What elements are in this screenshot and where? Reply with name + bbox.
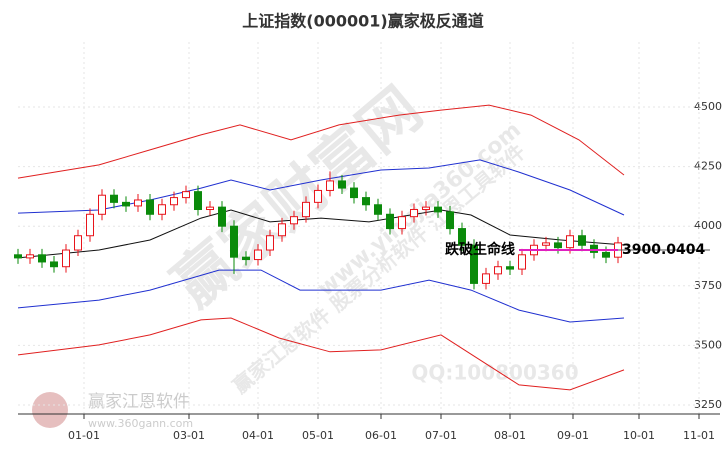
candle-body: [242, 256, 250, 261]
candle-body: [398, 216, 406, 230]
channel-line: [17, 209, 625, 259]
candle-body: [62, 249, 70, 268]
candle-body: [434, 206, 442, 213]
x-tick-label: 07-01: [425, 429, 457, 442]
y-tick-label: 3750: [694, 279, 722, 292]
channel-line: [17, 317, 625, 391]
logo-text: 赢家江恩软件: [88, 392, 190, 412]
candle-body: [38, 254, 46, 263]
candle-body: [602, 251, 610, 258]
candle-body: [230, 225, 238, 258]
candle-body: [50, 261, 58, 268]
candle-body: [74, 235, 82, 251]
candle-body: [410, 209, 418, 218]
candle-body: [86, 213, 94, 237]
candle-body: [446, 211, 454, 230]
y-tick-label: 4000: [694, 219, 722, 232]
x-tick-label: 05-01: [302, 429, 334, 442]
candle-body: [206, 206, 214, 211]
x-tick-label: 11-01: [683, 429, 715, 442]
candle-body: [110, 194, 118, 203]
candle-body: [26, 254, 34, 259]
x-tick-label: 10-01: [623, 429, 655, 442]
candle-body: [458, 228, 466, 246]
candle-body: [386, 213, 394, 230]
candle-body: [122, 201, 130, 207]
candle-body: [518, 254, 526, 270]
logo-url: www.360gann.com: [88, 417, 193, 430]
candle-body: [338, 180, 346, 189]
candle-body: [194, 191, 202, 211]
chart-title: 上证指数(000001)赢家极反通道: [242, 12, 483, 31]
candle-body: [314, 189, 322, 203]
x-tick-label: 03-01: [173, 429, 205, 442]
candle-body: [254, 249, 262, 261]
candle-body: [302, 201, 310, 218]
candle-body: [170, 197, 178, 206]
candle-body: [422, 206, 430, 211]
candle-body: [578, 235, 586, 246]
annotation: 跌破生命线: [445, 241, 515, 258]
x-tick-label: 01-01: [68, 429, 100, 442]
y-tick-label: 4500: [694, 100, 722, 113]
candle-body: [482, 273, 490, 284]
x-tick-label: 06-01: [365, 429, 397, 442]
candle-body: [494, 266, 502, 275]
logo: 赢家江恩软件 www.360gann.com: [32, 392, 193, 430]
candle-body: [470, 244, 478, 284]
candle-body: [374, 204, 382, 215]
candle-body: [266, 235, 274, 251]
candle-body: [182, 191, 190, 199]
candle-body: [158, 204, 166, 215]
candle-body: [350, 187, 358, 199]
support-label: 3900.0404: [622, 242, 706, 258]
channel-line: [17, 104, 625, 179]
candle-body: [278, 223, 286, 237]
channel-line: [17, 269, 625, 323]
candle-body: [566, 235, 574, 249]
candle-body: [218, 206, 226, 227]
candle-body: [362, 197, 370, 206]
watermark: QQ:100800360: [411, 361, 578, 385]
y-tick-label: 3250: [694, 398, 722, 411]
candle-body: [542, 242, 550, 246]
candle-body: [134, 199, 142, 207]
candle-body: [326, 180, 334, 191]
candle-body: [506, 266, 514, 270]
x-tick-label: 09-01: [557, 429, 589, 442]
candle-body: [98, 194, 106, 215]
y-tick-label: 3500: [694, 338, 722, 351]
candle-body: [554, 242, 562, 249]
y-tick-label: 4250: [694, 160, 722, 173]
x-tick-label: 08-01: [494, 429, 526, 442]
logo-icon: [32, 392, 68, 428]
x-tick-label: 04-01: [242, 429, 274, 442]
candle-body: [290, 216, 298, 225]
candle-body: [14, 254, 22, 259]
candle-body: [590, 244, 598, 253]
candle-body: [146, 199, 154, 215]
